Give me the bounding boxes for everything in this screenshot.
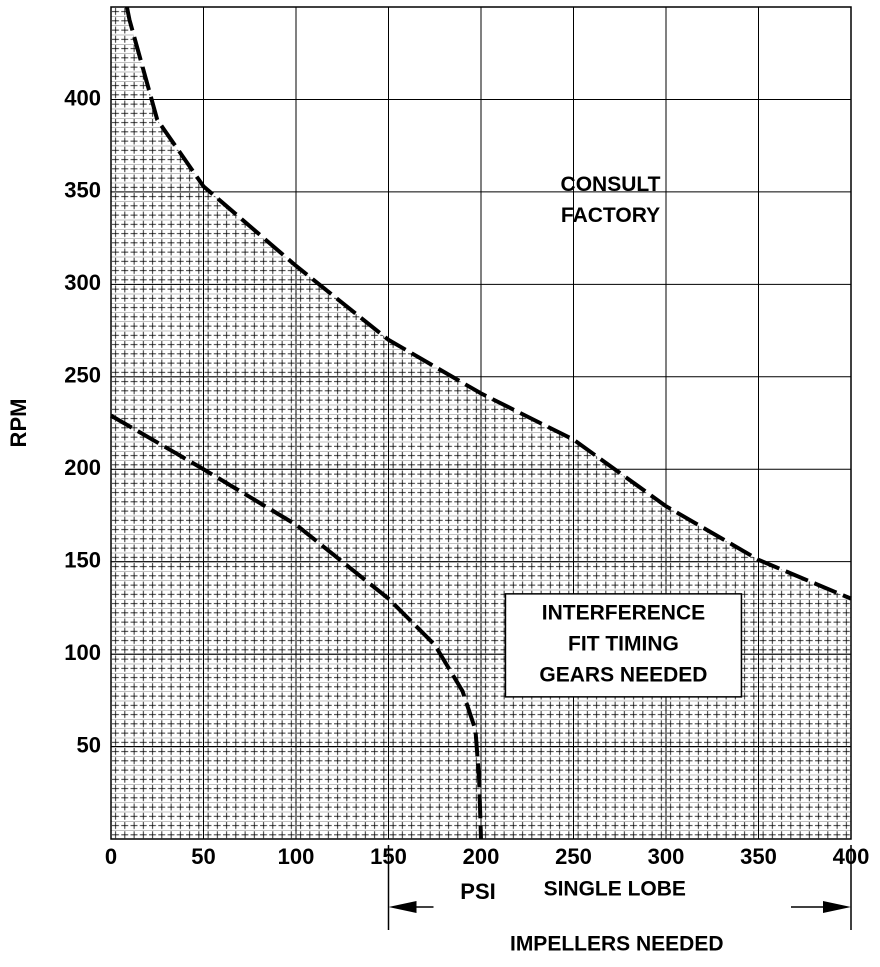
y-tick-label: 400: [64, 85, 101, 110]
annotation-box: [504, 593, 743, 698]
arrow-head: [388, 901, 417, 913]
annotation: FIT TIMING: [568, 632, 679, 655]
curve: [109, 413, 483, 840]
x-tick-label: 0: [105, 844, 117, 869]
y-tick-label: 50: [77, 732, 101, 757]
arrow-head: [823, 901, 851, 913]
x-tick-label: 50: [191, 844, 215, 869]
annotation: IMPELLERS NEEDED: [510, 933, 724, 956]
y-tick-label: 100: [64, 640, 101, 665]
x-tick-label: 300: [648, 844, 685, 869]
annotation: FACTORY: [561, 204, 660, 227]
y-tick-label: 150: [64, 547, 101, 572]
y-tick-label: 250: [64, 363, 101, 388]
y-tick-label: 350: [64, 178, 101, 203]
x-tick-label: 100: [278, 844, 315, 869]
y-tick-label: 300: [64, 270, 101, 295]
annotation: GEARS NEEDED: [539, 663, 707, 686]
y-tick-label: 200: [64, 455, 101, 480]
annotation: INTERFERENCE: [542, 601, 705, 624]
x-tick-label: 250: [555, 844, 592, 869]
annotation: CONSULT: [561, 173, 661, 196]
x-tick-label: 350: [740, 844, 777, 869]
annotation: SINGLE LOBE: [544, 878, 686, 901]
x-axis-label: PSI: [460, 879, 495, 904]
y-axis-label: RPM: [6, 399, 31, 448]
curve: [124, 6, 852, 601]
x-tick-label: 200: [463, 844, 500, 869]
